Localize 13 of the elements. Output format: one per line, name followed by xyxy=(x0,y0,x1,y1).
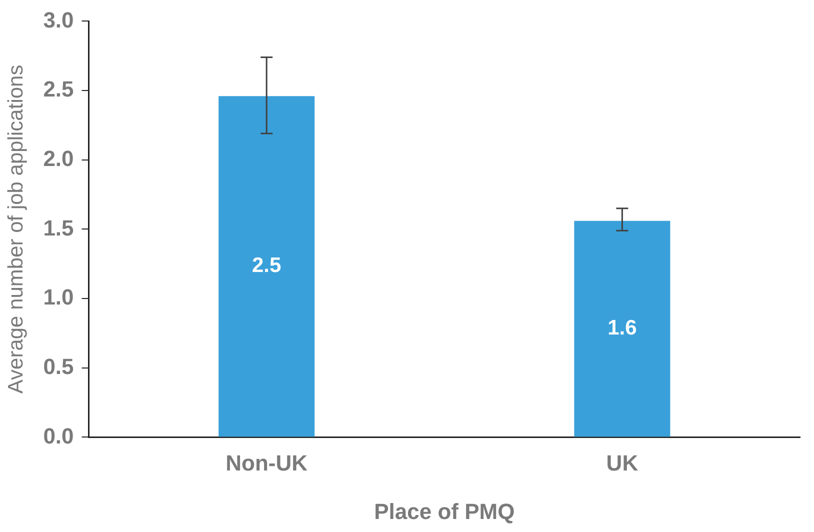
data-label: 1.6 xyxy=(608,316,637,340)
y-tick-label: 0.5 xyxy=(43,354,74,379)
x-tick-label: Non-UK xyxy=(226,450,308,476)
y-tick-label: 3.0 xyxy=(43,7,74,32)
data-label: 2.5 xyxy=(252,254,282,278)
y-tick-label: 2.0 xyxy=(43,146,74,171)
x-axis-title: Place of PMQ xyxy=(374,498,515,524)
y-tick-label: 1.0 xyxy=(43,284,74,310)
y-tick-label: 0.0 xyxy=(43,423,74,448)
y-axis-title: Average number of job applications xyxy=(4,64,28,394)
x-tick-label: UK xyxy=(606,450,638,476)
y-tick-label: 1.5 xyxy=(43,215,74,240)
y-tick-label: 2.5 xyxy=(43,76,74,102)
